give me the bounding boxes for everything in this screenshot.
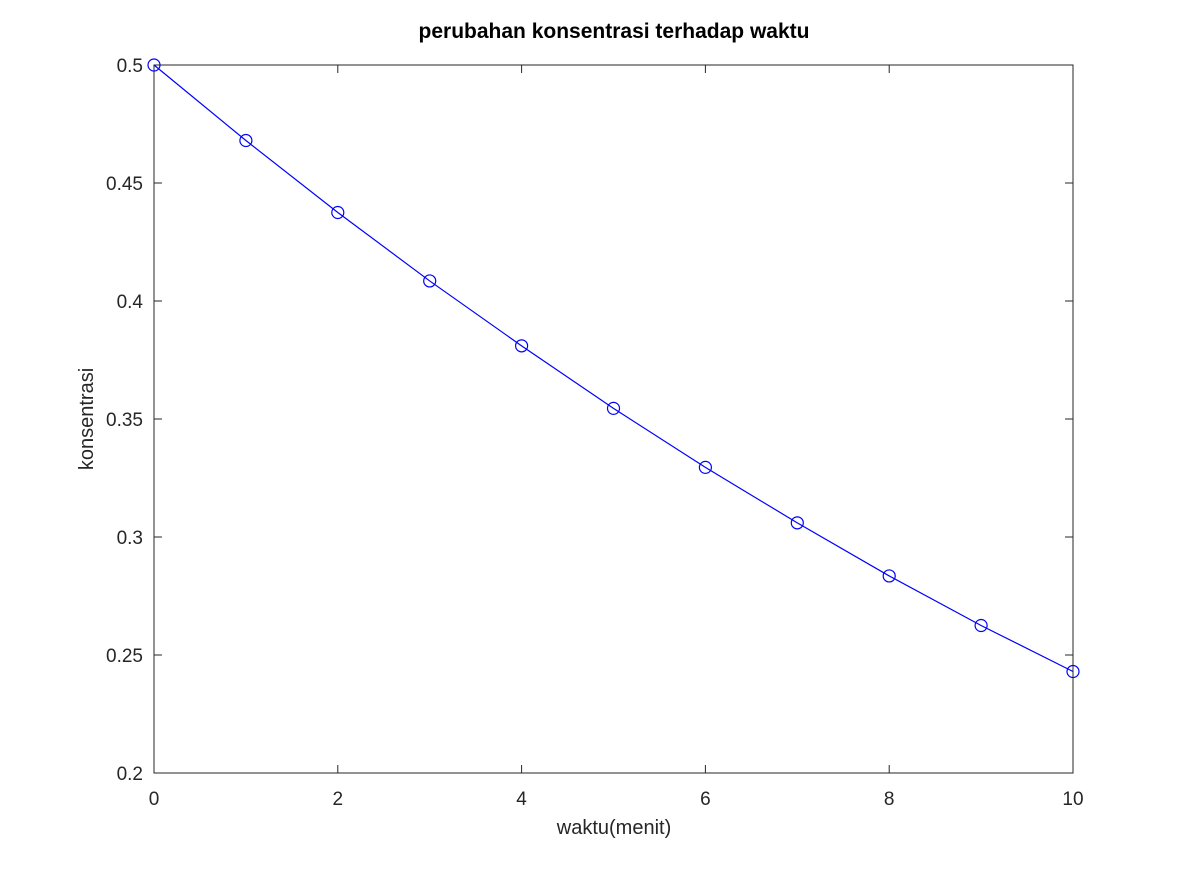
x-tick-label: 6 <box>700 789 711 810</box>
x-tick-label: 4 <box>516 789 527 810</box>
data-point <box>514 339 529 353</box>
y-axis: 0.2 0.25 0.3 0.35 0.4 0.45 0.5 <box>106 56 1073 785</box>
y-tick-label: 0.3 <box>117 528 143 549</box>
data-point <box>147 58 161 72</box>
data-point <box>974 618 988 633</box>
data-point <box>423 274 437 288</box>
plot-frame <box>153 64 1074 774</box>
data-point <box>239 133 253 148</box>
y-tick-label: 0.5 <box>117 56 143 77</box>
data-point <box>331 205 345 220</box>
x-axis-label: waktu(menit) <box>556 817 671 839</box>
x-tick-label: 2 <box>333 789 344 810</box>
x-tick-label: 0 <box>149 789 160 810</box>
data-point <box>698 460 713 474</box>
y-tick-label: 0.35 <box>106 410 143 431</box>
y-tick-label: 0.45 <box>106 174 143 195</box>
data-point <box>790 516 804 530</box>
series-line <box>153 64 1074 673</box>
chart-title: perubahan konsentrasi terhadap waktu <box>419 20 810 43</box>
series-group <box>147 58 1080 679</box>
y-axis-label: konsentrasi <box>76 368 98 470</box>
y-tick-label: 0.4 <box>117 292 144 313</box>
data-point <box>882 569 896 583</box>
data-point <box>606 401 621 415</box>
y-tick-label: 0.2 <box>117 764 143 785</box>
y-tick-label: 0.25 <box>106 646 143 667</box>
x-axis: 0 2 4 6 8 10 <box>149 65 1084 810</box>
data-point <box>1066 664 1080 679</box>
x-tick-label: 8 <box>884 789 895 810</box>
x-tick-label: 10 <box>1062 789 1083 810</box>
